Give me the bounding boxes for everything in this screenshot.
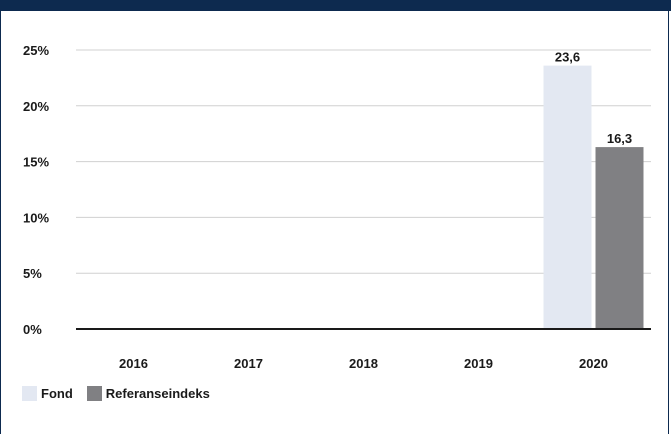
x-tick-label: 2017 — [234, 356, 263, 371]
x-tick-label: 2020 — [579, 356, 608, 371]
data-label: 16,3 — [607, 131, 632, 146]
x-axis-ticks: 2016 2017 2018 2019 2020 — [119, 356, 608, 371]
y-tick-label: 20% — [23, 99, 49, 114]
bar — [595, 147, 644, 329]
data-label: 23,6 — [555, 50, 580, 65]
data-labels: 23,6 16,3 — [555, 50, 632, 146]
x-tick-label: 2016 — [119, 356, 148, 371]
y-tick-label: 10% — [23, 210, 49, 225]
bar — [543, 65, 592, 330]
legend-item-referanseindeks: Referanseindeks — [86, 386, 210, 401]
y-axis-ticks: 0% 5% 10% 15% 20% 25% — [23, 43, 49, 337]
legend-swatch-referanseindeks — [86, 386, 102, 401]
header-bar — [1, 0, 671, 11]
y-tick-label: 25% — [23, 43, 49, 58]
legend-swatch-fond — [22, 386, 37, 401]
x-tick-label: 2018 — [349, 356, 378, 371]
y-tick-label: 15% — [23, 155, 49, 170]
bars — [543, 65, 644, 330]
y-tick-label: 0% — [23, 322, 42, 337]
legend: Fond Referanseindeks — [22, 386, 210, 401]
legend-label-fond: Fond — [41, 386, 73, 401]
legend-label-referanseindeks: Referanseindeks — [105, 386, 210, 401]
legend-item-fond: Fond — [22, 386, 73, 401]
y-tick-label: 5% — [23, 266, 42, 281]
bar-chart: 0%5%10%15%20%25% 23,616,3 2016 2017 2018 20… — [23, 43, 651, 371]
x-tick-label: 2019 — [464, 356, 493, 371]
